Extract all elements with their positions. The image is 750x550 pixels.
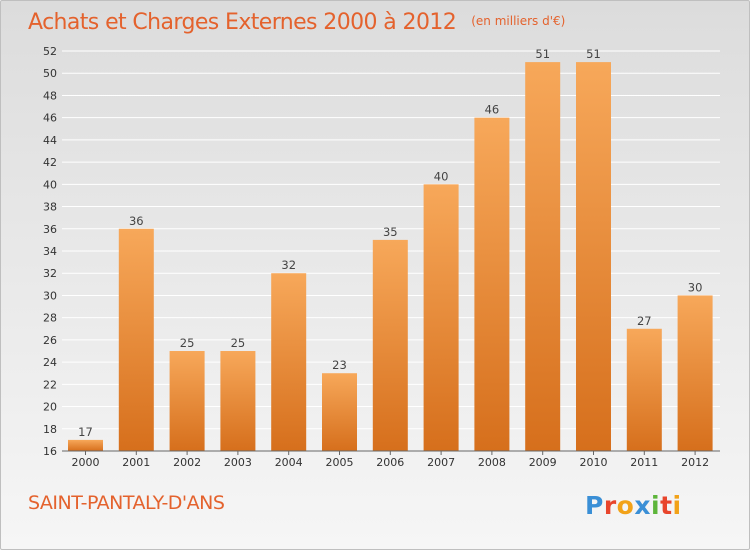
y-tick-label: 18 — [43, 423, 57, 436]
bar — [169, 351, 205, 451]
y-tick-label: 26 — [43, 334, 57, 347]
data-label: 51 — [535, 47, 550, 61]
chart-title: Achats et Charges Externes 2000 à 2012 — [28, 10, 457, 35]
x-tick-label: 2007 — [427, 456, 455, 469]
x-tick-label: 2005 — [326, 456, 354, 469]
x-tick-label: 2009 — [529, 456, 557, 469]
bars — [68, 62, 713, 452]
x-axis-ticks: 2000 2001 2002 2003 2004 2005 2006 2007 2008 2009… — [72, 451, 709, 469]
logo-letter: i — [672, 491, 682, 520]
data-label: 32 — [281, 258, 296, 272]
x-tick-label: 2004 — [275, 456, 303, 469]
data-label: 46 — [485, 103, 500, 117]
data-label: 25 — [231, 336, 246, 350]
y-tick-label: 36 — [43, 223, 57, 236]
chart-title-block: Achats et Charges Externes 2000 à 2012 (… — [28, 6, 565, 36]
y-tick-label: 44 — [43, 134, 57, 147]
y-tick-label: 30 — [43, 289, 57, 302]
logo-letter: x — [634, 491, 651, 520]
logo-letter: t — [660, 491, 673, 520]
y-tick-label: 20 — [43, 401, 57, 414]
bar — [68, 439, 103, 451]
data-label: 51 — [586, 47, 601, 61]
y-tick-label: 16 — [43, 445, 57, 458]
bar — [626, 328, 662, 451]
x-tick-label: 2011 — [630, 456, 658, 469]
y-tick-label: 48 — [43, 89, 57, 102]
bar — [474, 117, 510, 452]
y-tick-label: 46 — [43, 112, 57, 125]
x-tick-label: 2006 — [376, 456, 404, 469]
bar — [118, 228, 154, 451]
data-label: 17 — [78, 425, 93, 439]
chart-unit: (en milliers d'€) — [471, 14, 566, 28]
x-tick-label: 2000 — [72, 456, 100, 469]
logo-letter: i — [651, 491, 661, 520]
y-tick-label: 24 — [43, 356, 57, 369]
bar — [576, 62, 611, 451]
x-tick-label: 2003 — [224, 456, 252, 469]
logo-letter: o — [616, 491, 635, 520]
data-labels: 17 36 25 25 32 23 35 40 46 51 51 27 30 — [78, 47, 702, 439]
x-tick-label: 2012 — [681, 456, 709, 469]
y-tick-label: 42 — [43, 156, 57, 169]
y-tick-label: 28 — [43, 312, 57, 325]
bar — [525, 62, 561, 451]
y-axis-ticks: 16 18 20 22 24 26 28 30 32 34 36 38 40 42 44 46 48 50 52 — [43, 45, 57, 458]
bar — [372, 239, 408, 451]
data-label: 27 — [637, 314, 652, 328]
y-tick-label: 52 — [43, 45, 57, 58]
bar — [322, 373, 357, 451]
logo-letter: r — [603, 491, 617, 520]
data-label: 35 — [383, 225, 398, 239]
bar — [677, 295, 713, 451]
x-tick-label: 2008 — [478, 456, 506, 469]
logo-letter: P — [585, 491, 604, 520]
data-label: 25 — [180, 336, 195, 350]
x-tick-label: 2002 — [173, 456, 201, 469]
y-tick-label: 22 — [43, 378, 57, 391]
bar — [423, 184, 459, 452]
bar — [220, 351, 256, 451]
bar — [271, 273, 307, 451]
data-label: 36 — [129, 214, 144, 228]
x-tick-label: 2010 — [580, 456, 608, 469]
proxiti-logo: Proxiti — [585, 491, 682, 520]
y-tick-label: 34 — [43, 245, 57, 258]
data-label: 40 — [434, 169, 449, 183]
y-tick-label: 40 — [43, 178, 57, 191]
y-tick-label: 50 — [43, 67, 57, 80]
data-label: 30 — [688, 280, 703, 294]
y-tick-label: 32 — [43, 267, 57, 280]
x-tick-label: 2001 — [122, 456, 150, 469]
commune-name: SAINT-PANTALY-D'ANS — [28, 492, 225, 514]
data-label: 23 — [332, 358, 347, 372]
y-tick-label: 38 — [43, 201, 57, 214]
